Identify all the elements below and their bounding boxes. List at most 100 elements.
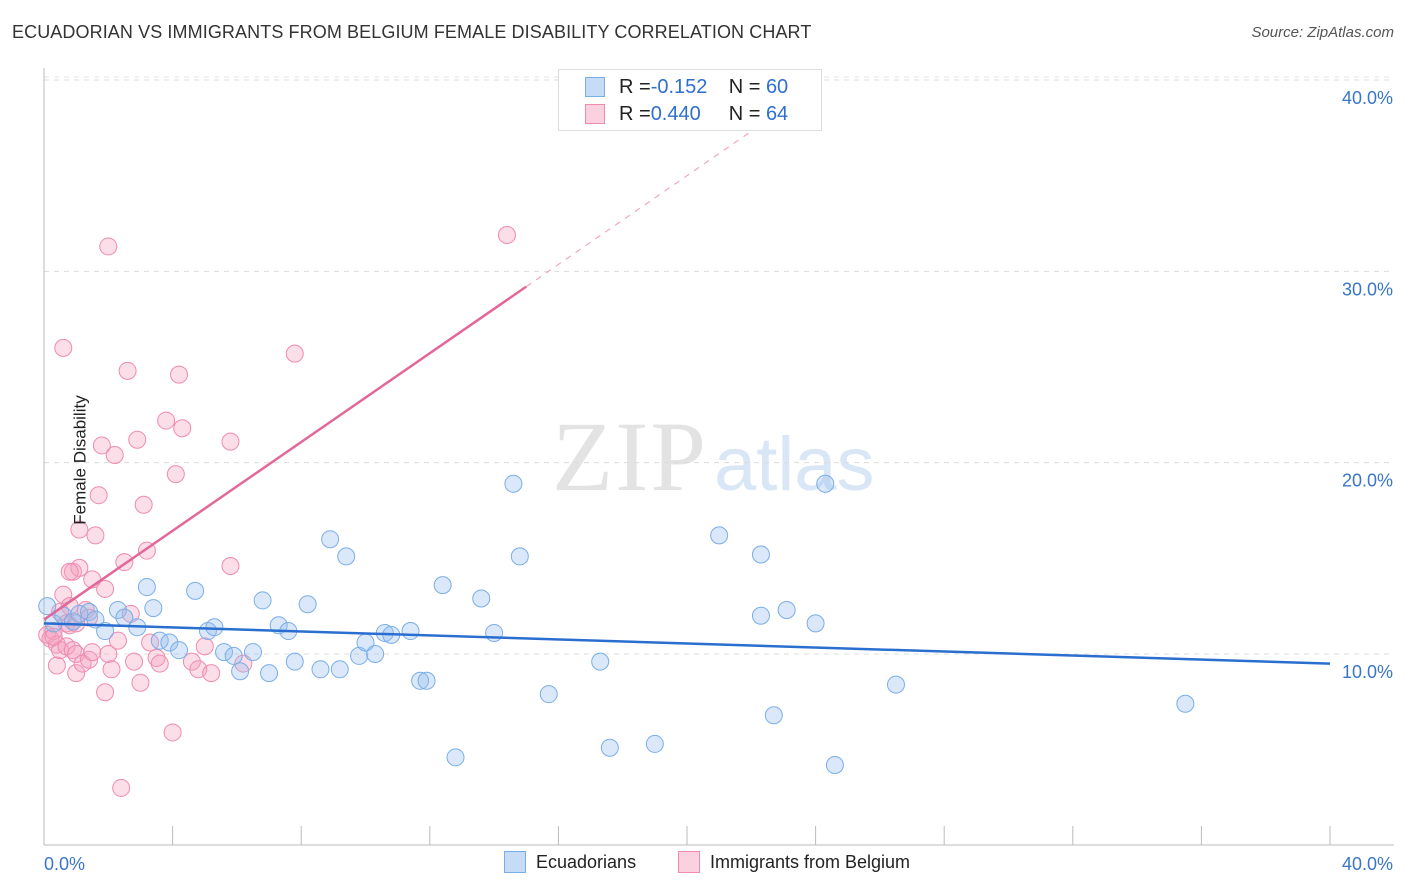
belgium-point bbox=[44, 627, 63, 646]
legend-r-value: 0.440 bbox=[650, 102, 701, 125]
belgium-point bbox=[173, 419, 192, 438]
watermark-atlas: atlas bbox=[714, 422, 875, 507]
legend-label-belgium: Immigrants from Belgium bbox=[710, 851, 911, 872]
belgium-point bbox=[96, 579, 115, 598]
ecuadorian-point bbox=[472, 589, 491, 608]
legend-swatch-blue bbox=[585, 77, 605, 97]
belgium-point bbox=[157, 411, 176, 430]
ecuadorian-point bbox=[401, 622, 420, 641]
belgium-point bbox=[166, 465, 185, 484]
ecuadorian-point bbox=[539, 685, 558, 704]
ecuadorian-point bbox=[231, 662, 250, 681]
ecuadorian-point bbox=[886, 675, 905, 694]
ecuadorian-point bbox=[224, 646, 243, 665]
x-tick-label: 0.0% bbox=[44, 854, 85, 874]
ecuadorian-point bbox=[806, 614, 825, 633]
ecuadorian-points bbox=[38, 474, 1195, 774]
ecuadorian-point bbox=[186, 581, 205, 600]
belgium-point bbox=[150, 654, 169, 673]
legend-swatch-pink bbox=[678, 851, 700, 873]
legend-r-value: -0.152 bbox=[650, 75, 708, 98]
legend-n-label: N = bbox=[728, 102, 766, 125]
belgium-point bbox=[195, 637, 214, 656]
ecuadorian-point bbox=[285, 652, 304, 671]
ecuadorian-point bbox=[645, 734, 664, 753]
ecuadorian-point bbox=[137, 578, 156, 597]
belgium-point bbox=[112, 778, 131, 797]
ecuadorian-point bbox=[80, 602, 99, 621]
ecuadorian-point bbox=[816, 474, 835, 493]
belgium-point bbox=[99, 237, 118, 256]
ecuadorian-point bbox=[63, 612, 82, 631]
gridlines bbox=[44, 76, 1394, 655]
belgium-points bbox=[38, 225, 516, 797]
belgium-point bbox=[202, 664, 221, 683]
belgium-point bbox=[54, 338, 73, 357]
ecuadorian-point bbox=[764, 706, 783, 725]
belgium-point bbox=[108, 631, 127, 650]
belgium-point bbox=[47, 656, 66, 675]
belgium-point bbox=[105, 446, 124, 465]
y-axis-label: Female Disability bbox=[70, 395, 90, 525]
legend-row-ecuadorians: R = -0.152 N = 60 bbox=[559, 74, 788, 100]
y-tick-label: 30.0% bbox=[1342, 279, 1393, 299]
ecuadorian-point bbox=[417, 671, 436, 690]
ecuadorian-point bbox=[205, 618, 224, 637]
series-legend: Ecuadorians Immigrants from Belgium bbox=[0, 851, 1406, 879]
legend-item-ecuadorians: Ecuadorians bbox=[504, 851, 636, 873]
belgium-point bbox=[70, 520, 89, 539]
belgium-point bbox=[86, 526, 105, 545]
ecuadorian-point bbox=[510, 547, 529, 566]
ecuadorian-point bbox=[144, 599, 163, 618]
ecuadorian-point bbox=[311, 660, 330, 679]
belgium-point bbox=[102, 660, 121, 679]
ecuadorian-point bbox=[260, 664, 279, 683]
belgium-point bbox=[89, 486, 108, 505]
legend-r-label: R = bbox=[619, 75, 651, 98]
ecuadorian-point bbox=[751, 545, 770, 564]
ecuadorian-point bbox=[160, 633, 179, 652]
ecuadorian-point bbox=[108, 600, 127, 619]
ecuadorian-point bbox=[504, 474, 523, 493]
ecuadorian-point bbox=[825, 755, 844, 774]
y-tick-label: 40.0% bbox=[1342, 88, 1393, 108]
source-label: Source: ZipAtlas.com bbox=[1251, 24, 1394, 41]
ecuadorian-point bbox=[253, 591, 272, 610]
ecuadorian-point bbox=[433, 576, 452, 595]
legend-n-label: N = bbox=[728, 75, 766, 98]
ecuadorian-point bbox=[446, 748, 465, 767]
trend-lines bbox=[43, 119, 1331, 665]
belgium-point bbox=[497, 225, 516, 244]
ecuadorian-point bbox=[710, 526, 729, 545]
watermark: ZIP atlas bbox=[552, 401, 875, 512]
belgium-point bbox=[125, 652, 144, 671]
ecuadorian-point bbox=[337, 547, 356, 566]
ecuadorian-point bbox=[777, 600, 796, 619]
belgium-point bbox=[70, 558, 89, 577]
ecuadorian-point bbox=[485, 623, 504, 642]
chart-title: ECUADORIAN VS IMMIGRANTS FROM BELGIUM FE… bbox=[12, 22, 812, 42]
belgium-point bbox=[67, 664, 86, 683]
legend-n-value: 60 bbox=[765, 75, 789, 98]
y-tick-label: 10.0% bbox=[1342, 662, 1393, 682]
belgium-point bbox=[118, 361, 137, 380]
ecuadorian-point bbox=[600, 738, 619, 757]
belgium-point bbox=[221, 432, 240, 451]
belgium-point bbox=[128, 430, 147, 449]
belgium-point bbox=[83, 643, 102, 662]
x-tick-label: 40.0% bbox=[1342, 854, 1393, 874]
belgium-point bbox=[99, 645, 118, 663]
legend-item-belgium: Immigrants from Belgium bbox=[678, 851, 910, 873]
ecuadorian-point bbox=[366, 645, 385, 663]
belgium-point bbox=[182, 652, 201, 671]
ecuadorian-point bbox=[591, 652, 610, 671]
ecuadorian-trend-line bbox=[43, 622, 1331, 665]
belgium-point bbox=[96, 683, 115, 702]
ecuadorian-point bbox=[96, 622, 115, 641]
belgium-point bbox=[134, 495, 153, 514]
belgium-point bbox=[163, 723, 182, 742]
belgium-point bbox=[54, 585, 73, 604]
correlation-legend: R = -0.152 N = 60 R = 0.440 N = 64 bbox=[558, 69, 822, 131]
belgium-trend-line bbox=[43, 285, 527, 621]
ecuadorian-point bbox=[751, 606, 770, 625]
